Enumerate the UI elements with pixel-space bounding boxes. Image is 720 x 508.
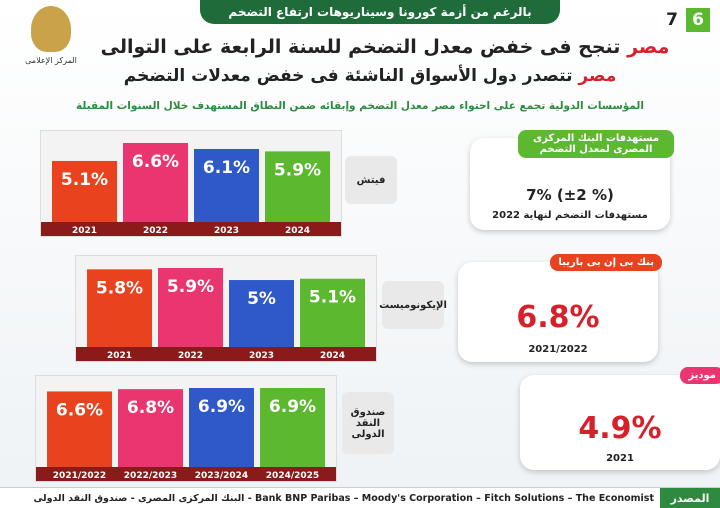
page-number: 7 xyxy=(660,8,684,32)
value-label: 6.9% xyxy=(198,397,245,417)
bar xyxy=(189,388,254,467)
value-label: 6.9% xyxy=(269,397,316,417)
card-tag: بنك بى إن بى باريبا xyxy=(550,254,662,271)
card: مستهدفات البنك المركزى المصرى لمعدل التض… xyxy=(470,130,674,230)
bar xyxy=(194,148,259,222)
bar xyxy=(300,278,365,347)
card-note: 2021 xyxy=(606,453,634,464)
title: مصر تتصدر دول الأسواق الناشئة فى خفض معد… xyxy=(90,66,650,86)
card-note: 2021/2022 xyxy=(528,344,588,355)
bar xyxy=(158,268,223,347)
x-tick-label: 2023 xyxy=(249,351,274,361)
footer-label: المصدر xyxy=(660,488,720,508)
bar xyxy=(265,151,330,222)
banner: بالرغم من أزمة كورونا وسيناريوهات ارتفاع… xyxy=(200,0,560,43)
chart-label: فيتش xyxy=(345,156,397,204)
value-label: 5.1% xyxy=(61,170,108,190)
title-highlight: مصر xyxy=(627,36,670,58)
card-tag: موديز xyxy=(680,367,720,384)
card: موديز 4.9% 2021 xyxy=(520,367,720,470)
x-tick-label: 2021/2022 xyxy=(53,471,106,481)
page-number: 6 xyxy=(686,8,710,32)
x-tick-label: 2021 xyxy=(107,351,132,361)
bar-chart: 6.6% 2021/2022 6.8% 2022/2023 6.9% 2023/2024 6… xyxy=(35,375,337,482)
x-tick-label: 2022/2023 xyxy=(124,471,177,481)
bar xyxy=(229,280,294,347)
chart-label: الإيكونوميست xyxy=(379,281,447,329)
x-tick-label: 2021 xyxy=(72,226,97,236)
logo-text: المركز الإعلامى xyxy=(25,56,77,65)
card-tag: مستهدفات البنك المركزى المصرى لمعدل التض… xyxy=(518,130,674,158)
footer: المصدر Bank BNP Paribas – Moody's Corpor… xyxy=(0,487,720,508)
bar xyxy=(52,160,117,222)
chart-label: صندوق النقد الدولى xyxy=(342,392,394,454)
value-label: 5.9% xyxy=(167,277,214,297)
value-label: 5.1% xyxy=(309,288,356,308)
card: بنك بى إن بى باريبا 6.8% 2021/2022 xyxy=(458,254,662,362)
x-tick-label: 2023/2024 xyxy=(195,471,248,481)
bar-chart: 5.8% 2021 5.9% 2022 5% 2023 5.1% 2024 xyxy=(75,255,377,362)
axis-strip xyxy=(76,347,376,361)
title-text: تنجح فى خفض معدل التضخم للسنة الرابعة عل… xyxy=(100,36,621,58)
value-label: 6.8% xyxy=(127,398,174,418)
value-label: 5% xyxy=(247,289,276,309)
title: مصر تنجح فى خفض معدل التضخم للسنة الرابع… xyxy=(90,36,680,58)
axis-strip xyxy=(36,467,336,481)
bar xyxy=(47,391,112,467)
value-label: 6.6% xyxy=(132,152,179,172)
title-highlight: مصر xyxy=(578,66,617,86)
card-value: 6.8% xyxy=(516,300,600,335)
axis-strip xyxy=(41,222,341,236)
bar-chart: 5.1% 2021 6.6% 2022 6.1% 2023 5.9% 2024 xyxy=(40,130,342,237)
x-tick-label: 2024/2025 xyxy=(266,471,319,481)
footer-sources: Bank BNP Paribas – Moody's Corporation –… xyxy=(33,493,654,504)
bar xyxy=(123,143,188,222)
logo: المركز الإعلامى xyxy=(18,6,84,84)
bar xyxy=(118,389,183,467)
value-label: 6.6% xyxy=(56,400,103,420)
card-value: 4.9% xyxy=(578,411,662,446)
value-label: 6.1% xyxy=(203,158,250,178)
x-tick-label: 2024 xyxy=(320,351,345,361)
card-note: مستهدفات التضخم لنهاية 2022 xyxy=(492,210,648,221)
x-tick-label: 2022 xyxy=(178,351,203,361)
x-tick-label: 2024 xyxy=(285,226,310,236)
value-label: 5.9% xyxy=(274,160,321,180)
x-tick-label: 2022 xyxy=(143,226,168,236)
value-label: 5.8% xyxy=(96,278,143,298)
x-tick-label: 2023 xyxy=(214,226,239,236)
subtitle: المؤسسات الدولية تجمع على احتواء مصر معد… xyxy=(76,100,644,112)
bar xyxy=(87,269,152,347)
card-value: 7% (±2 %) xyxy=(526,186,614,204)
title-text: تتصدر دول الأسواق الناشئة فى خفض معدلات … xyxy=(123,66,573,86)
bar xyxy=(260,388,325,467)
